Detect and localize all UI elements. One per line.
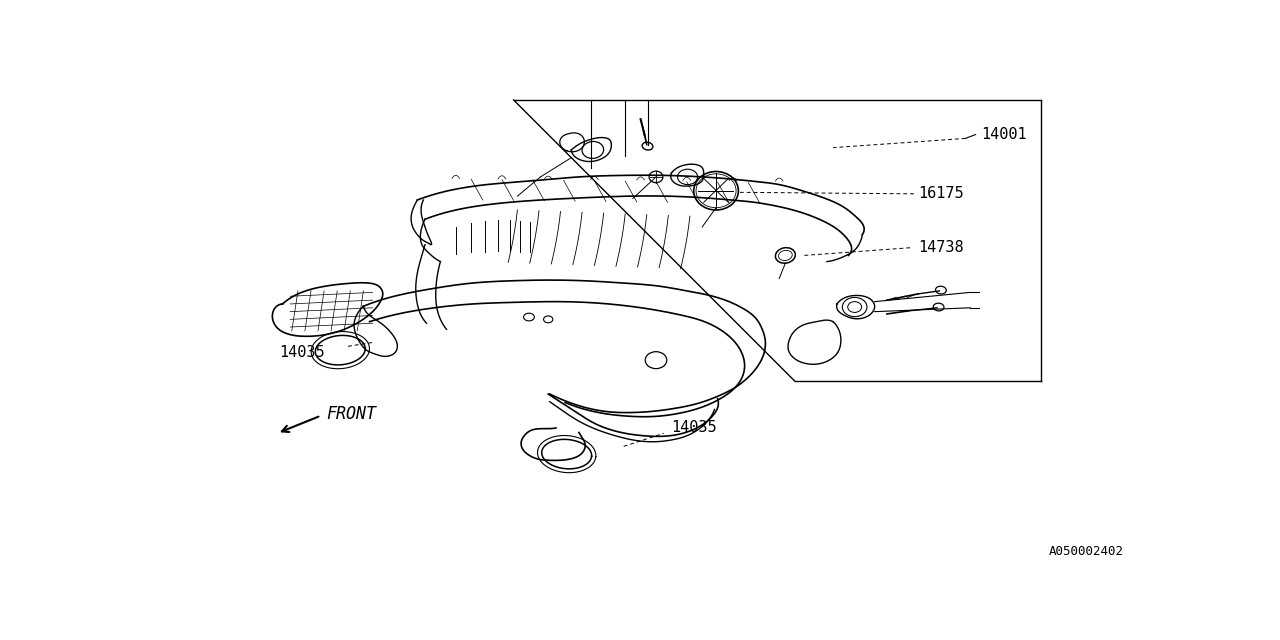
Text: 14738: 14738 [918, 240, 964, 255]
Text: FRONT: FRONT [326, 405, 376, 423]
Text: 14035: 14035 [279, 345, 324, 360]
Text: 14035: 14035 [672, 420, 717, 435]
Text: A050002402: A050002402 [1050, 545, 1124, 558]
Text: 14001: 14001 [980, 127, 1027, 142]
Text: 16175: 16175 [918, 186, 964, 202]
